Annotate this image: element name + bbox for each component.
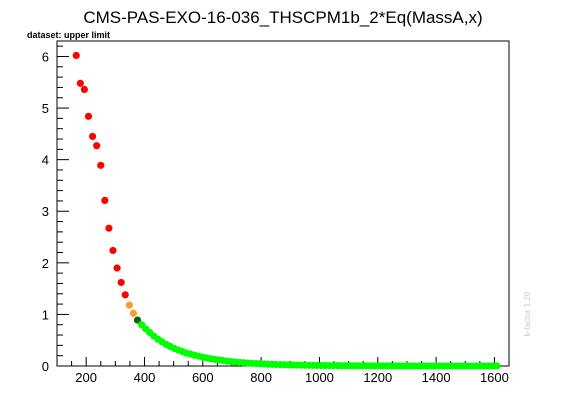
data-point-red xyxy=(101,196,109,205)
dataset-label: dataset: upper limit xyxy=(27,30,110,40)
data-point-red xyxy=(72,51,80,60)
data-point-orange xyxy=(129,309,138,317)
data-point-darkgreen xyxy=(133,316,142,324)
data-point-red xyxy=(117,278,125,287)
data-point-red xyxy=(88,132,97,141)
y-tick-label: 6 xyxy=(42,49,49,64)
chart-title: CMS-PAS-EXO-16-036_THSCPM1b_2*Eq(MassA,x… xyxy=(83,8,482,27)
x-tick-label: 1200 xyxy=(363,370,392,385)
y-axis: 0 1 2 3 4 5 6 xyxy=(42,45,69,374)
y-tick-label: 2 xyxy=(42,256,49,271)
x-tick-label: 1400 xyxy=(422,370,451,385)
data-point-red xyxy=(80,85,89,94)
y-tick-label: 4 xyxy=(42,153,49,168)
y-tick-label: 3 xyxy=(42,204,49,219)
data-point-red xyxy=(76,79,84,87)
x-tick-label: 200 xyxy=(75,370,97,385)
y-tick-label: 0 xyxy=(42,359,49,374)
data-point-red xyxy=(109,246,117,255)
data-point-orange xyxy=(125,301,133,309)
k-factor-note: k-factor 1.20 xyxy=(523,291,532,336)
x-axis: 200 400 600 800 1000 1200 1400 1600 xyxy=(56,357,510,385)
data-point-red xyxy=(113,264,121,272)
data-point-red xyxy=(97,161,105,169)
data-point-red xyxy=(84,112,93,120)
data-point-green xyxy=(493,362,501,370)
x-tick-label: 400 xyxy=(134,370,156,385)
data-point-red xyxy=(121,291,129,299)
x-tick-label: 1000 xyxy=(305,370,334,385)
y-tick-label: 5 xyxy=(42,101,49,116)
data-points xyxy=(72,51,501,370)
data-point-red xyxy=(93,142,101,150)
x-tick-label: 1600 xyxy=(480,370,509,385)
y-tick-label: 1 xyxy=(42,307,49,322)
x-tick-label: 800 xyxy=(250,370,272,385)
x-tick-label: 600 xyxy=(192,370,214,385)
plot-frame xyxy=(56,40,510,367)
data-point-red xyxy=(105,224,113,232)
